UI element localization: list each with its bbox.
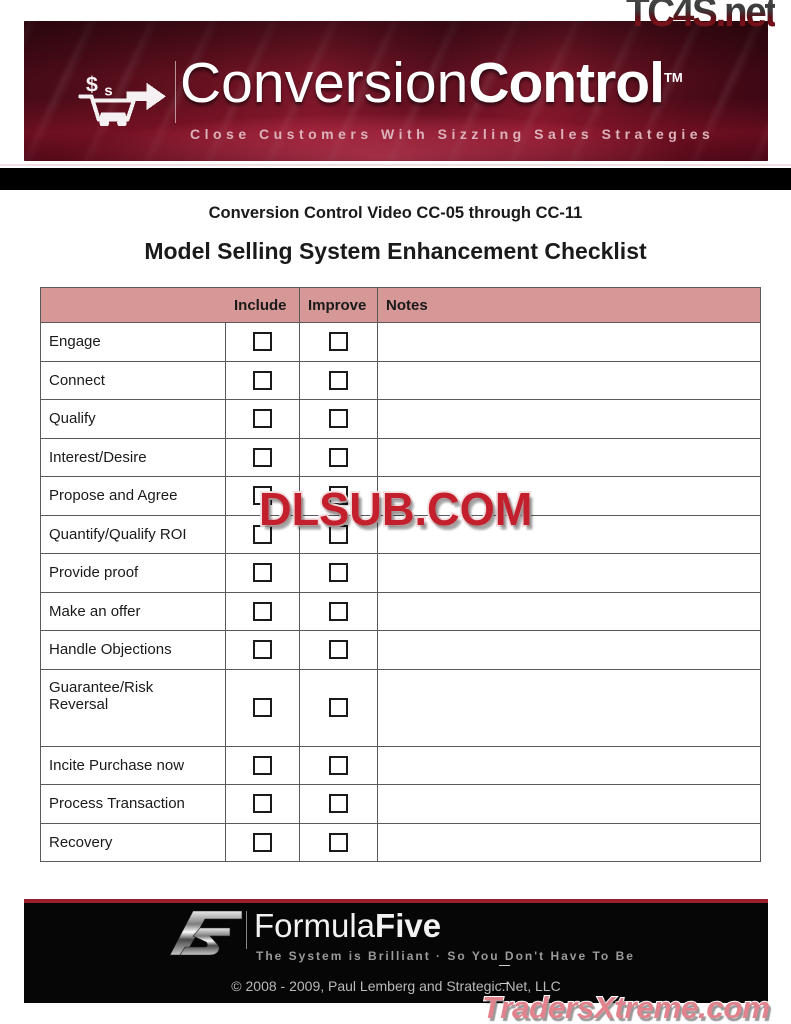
svg-text:$: $	[86, 72, 98, 97]
svg-text:s: s	[104, 83, 112, 100]
